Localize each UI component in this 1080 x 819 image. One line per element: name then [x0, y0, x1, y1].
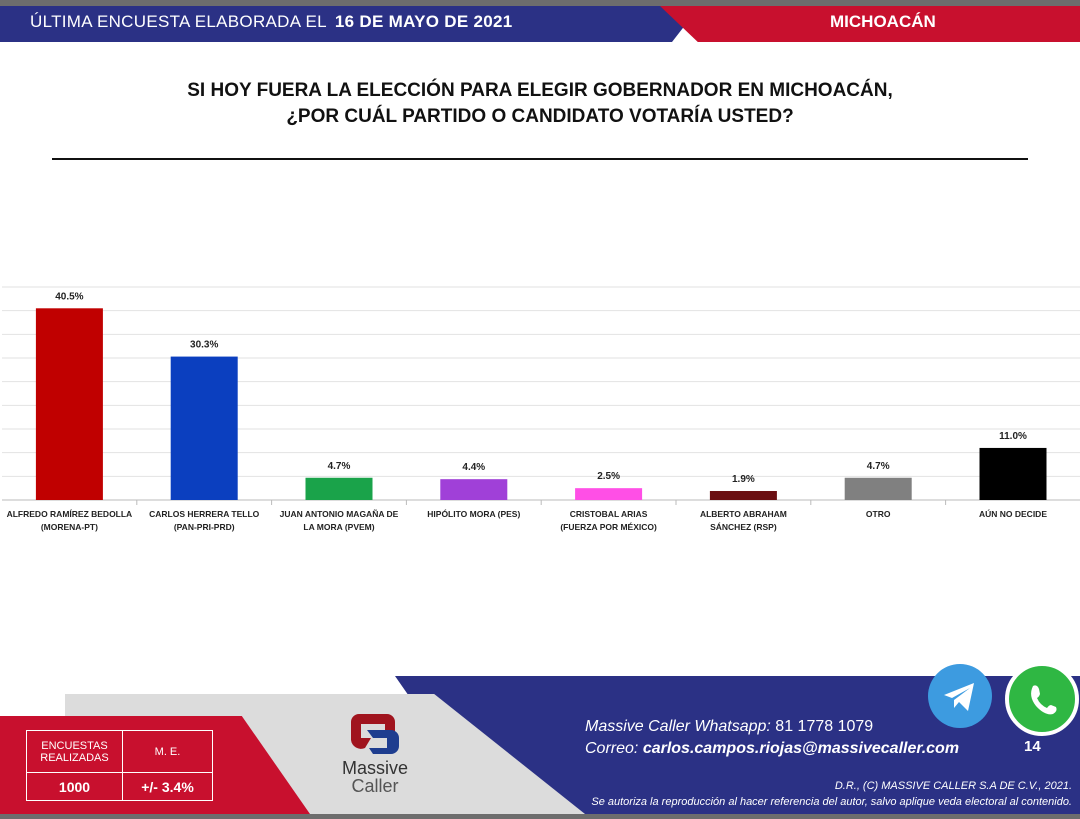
data-label: 4.7% [328, 461, 351, 472]
logo-text-1: Massive [341, 758, 408, 778]
question-line-1: SI HOY FUERA LA ELECCIÓN PARA ELEGIR GOB… [187, 80, 893, 101]
question-title: SI HOY FUERA LA ELECCIÓN PARA ELEGIR GOB… [0, 78, 1080, 130]
whatsapp-label: Massive Caller Whatsapp: [585, 718, 771, 735]
copyright: D.R., (C) MASSIVE CALLER S.A DE C.V., 20… [834, 780, 1072, 792]
surveys-header: ENCUESTAS REALIZADAS [26, 730, 123, 773]
category-label: JUAN ANTONIO MAGAÑA DE [280, 509, 399, 519]
divider [52, 158, 1028, 160]
bar [575, 488, 643, 500]
bar-chart: 40.5% ALFREDO RAMÍREZ BEDOLLA (MORENA-PT) 3… [2, 286, 1080, 532]
surveys-value: 1000 [26, 772, 123, 801]
data-label: 4.7% [867, 461, 890, 472]
top-strip [0, 0, 1080, 6]
bar [844, 477, 912, 500]
whatsapp-number: 81 1778 1079 [775, 718, 874, 735]
data-label: 40.5% [55, 291, 83, 302]
logo-text-2: Caller [351, 776, 399, 796]
survey-stats-table: ENCUESTAS REALIZADAS M. E. 1000 +/- 3.4% [26, 730, 213, 801]
whatsapp-icon[interactable] [1005, 662, 1079, 736]
survey-date-prefix: ÚLTIMA ENCUESTA ELABORADA EL [30, 12, 327, 31]
category-label: HIPÓLITO MORA (PES) [427, 508, 520, 519]
category-label: (FUERZA POR MÉXICO) [560, 522, 657, 532]
header-band [0, 6, 700, 42]
bottom-strip [0, 814, 1080, 819]
page-number: 14 [1024, 738, 1041, 755]
data-label: 1.9% [732, 474, 755, 485]
category-label: AÚN NO DECIDE [979, 508, 1047, 519]
bar [305, 477, 373, 500]
question-line-2: ¿POR CUÁL PARTIDO O CANDIDATO VOTARÍA US… [286, 106, 794, 127]
data-label: 11.0% [999, 431, 1027, 442]
massive-caller-logo: Massive Caller [330, 708, 420, 795]
bar [979, 447, 1047, 500]
contact-info: Massive Caller Whatsapp: 81 1778 1079 Co… [585, 716, 959, 760]
survey-date: 16 DE MAYO DE 2021 [334, 12, 513, 31]
header-state-band [660, 6, 1080, 42]
category-label: CARLOS HERRERA TELLO [149, 509, 260, 519]
email-label: Correo: [585, 740, 639, 757]
data-label: 30.3% [190, 340, 218, 351]
margin-error-value: +/- 3.4% [122, 772, 213, 801]
category-label: ALBERTO ABRAHAM [700, 509, 787, 519]
category-label: OTRO [866, 509, 891, 519]
category-label: (MORENA-PT) [41, 522, 98, 532]
bar [35, 308, 103, 500]
email-link[interactable]: carlos.campos.riojas@massivecaller.com [642, 740, 960, 757]
telegram-icon[interactable] [928, 664, 992, 728]
category-label: ALFREDO RAMÍREZ BEDOLLA [7, 509, 133, 519]
survey-date-text: ÚLTIMA ENCUESTA ELABORADA EL 16 DE MAYO D… [30, 12, 513, 32]
data-label: 2.5% [597, 471, 620, 482]
data-label: 4.4% [462, 462, 485, 473]
state-name: MICHOACÁN [830, 12, 936, 31]
bar [709, 491, 777, 500]
legal-notice: D.R., (C) MASSIVE CALLER S.A DE C.V., 20… [591, 778, 1072, 810]
bar [440, 479, 508, 500]
category-label: CRISTOBAL ARIAS [570, 509, 648, 519]
logo-icon [351, 714, 399, 754]
bar [170, 356, 238, 500]
category-label: LA MORA (PVEM) [303, 522, 374, 532]
reproduction-notice: Se autoriza la reproducción al hacer ref… [591, 796, 1072, 808]
category-label: (PAN-PRI-PRD) [174, 522, 235, 532]
category-label: SÁNCHEZ (RSP) [710, 522, 777, 532]
margin-error-header: M. E. [122, 730, 213, 773]
